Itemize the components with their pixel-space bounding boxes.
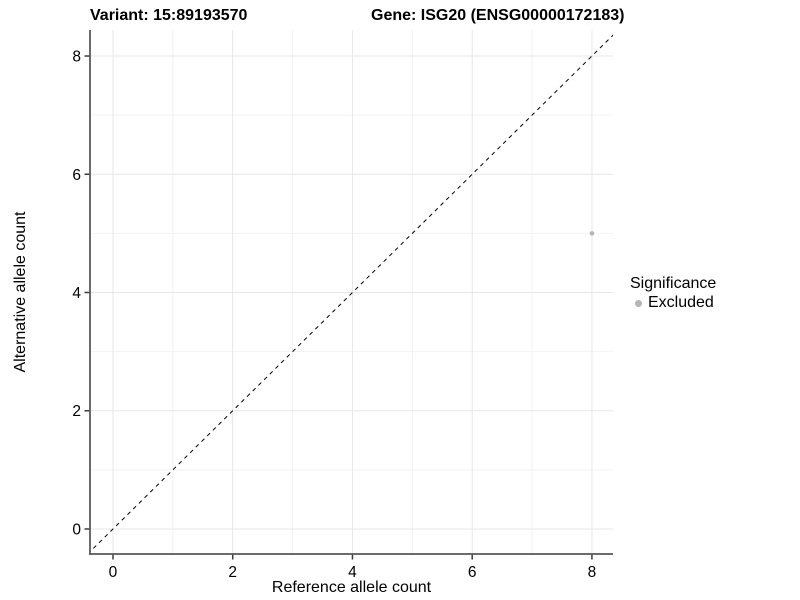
legend: Significance Excluded xyxy=(630,275,716,312)
legend-title: Significance xyxy=(630,275,717,292)
x-tick-label: 2 xyxy=(228,564,237,581)
plot-title-gene: Gene: ISG20 (ENSG00000172183) xyxy=(371,7,625,24)
data-point xyxy=(589,231,595,236)
y-tick-label: 6 xyxy=(72,167,81,184)
plot-title-variant: Variant: 15:89193570 xyxy=(90,7,248,24)
x-axis-title: Reference allele count xyxy=(272,579,432,596)
y-tick-label: 2 xyxy=(72,403,81,420)
y-tick-label: 8 xyxy=(72,49,81,66)
legend-item-excluded: Excluded xyxy=(630,294,716,312)
y-tick-label: 0 xyxy=(72,521,81,538)
y-axis-title: Alternative allele count xyxy=(12,211,29,373)
y-tick-label: 4 xyxy=(72,285,81,302)
legend-item-label: Excluded xyxy=(648,294,714,311)
x-tick-label: 6 xyxy=(468,564,477,581)
x-tick-label: 4 xyxy=(348,564,357,581)
legend-dot-icon xyxy=(635,299,642,307)
identity-line xyxy=(90,34,613,553)
x-tick-label: 0 xyxy=(109,564,118,581)
x-tick-label: 8 xyxy=(588,564,597,581)
